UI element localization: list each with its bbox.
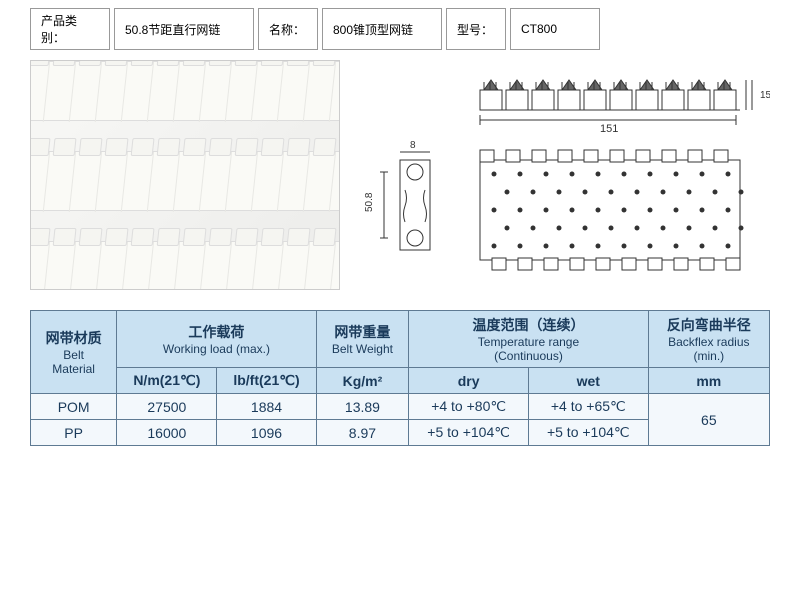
sub-kgm2: Kg/m² <box>316 368 409 394</box>
svg-text:151: 151 <box>600 123 618 135</box>
svg-text:15: 15 <box>760 90 770 101</box>
col-material: 网带材质 Belt Material <box>31 311 117 394</box>
col-load: 工作载荷 Working load (max.) <box>117 311 316 368</box>
col-weight: 网带重量 Belt Weight <box>316 311 409 368</box>
sub-mm: mm <box>648 368 769 394</box>
col-temp: 温度范围（连续） Temperature range (Continuous) <box>409 311 648 368</box>
technical-drawings: 15 151 8 <box>350 60 770 290</box>
col-backflex: 反向弯曲半径 Backflex radius (min.) <box>648 311 769 368</box>
model-value: CT800 <box>510 8 600 50</box>
table-row: POM 27500 1884 13.89 +4 to +80℃ +4 to +6… <box>31 394 770 420</box>
name-label: 名称： <box>258 8 318 50</box>
category-label: 产品类别： <box>30 8 110 50</box>
product-info-row: 产品类别： 50.8节距直行网链 名称： 800锥顶型网链 型号： CT800 <box>30 8 770 50</box>
svg-text:8: 8 <box>410 140 416 151</box>
sub-nm: N/m(21℃) <box>117 368 217 394</box>
name-value: 800锥顶型网链 <box>322 8 442 50</box>
spec-table: 网带材质 Belt Material 工作载荷 Working load (ma… <box>30 310 770 446</box>
product-photo <box>30 60 340 290</box>
category-value: 50.8节距直行网链 <box>114 8 254 50</box>
sub-lbft: lb/ft(21℃) <box>217 368 316 394</box>
sub-wet: wet <box>528 368 648 394</box>
svg-text:50.8: 50.8 <box>364 192 375 212</box>
sub-dry: dry <box>409 368 529 394</box>
model-label: 型号： <box>446 8 506 50</box>
backflex-value: 65 <box>648 394 769 446</box>
